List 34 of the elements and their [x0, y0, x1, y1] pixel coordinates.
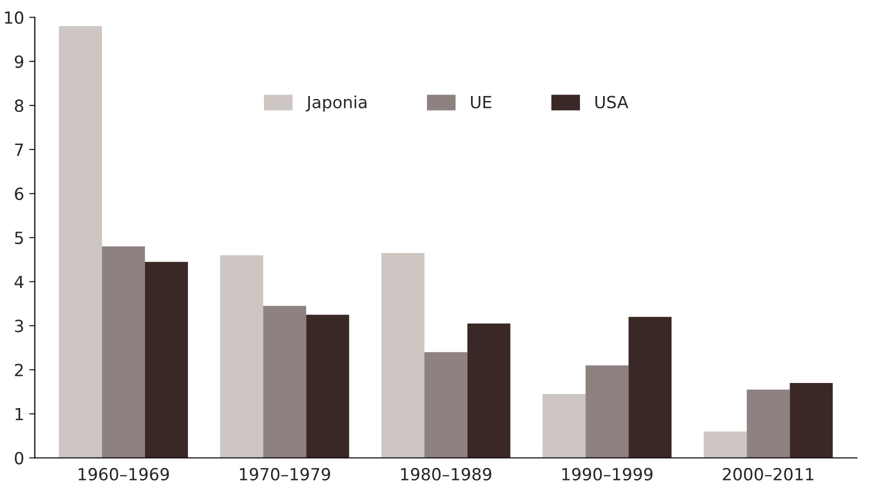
x-tick-label: 2000–2011: [722, 468, 814, 480]
bar: [424, 352, 468, 458]
y-tick-label: 5: [15, 232, 23, 244]
x-tick-label: 1970–1979: [240, 468, 330, 480]
bar: [467, 324, 510, 458]
bar: [704, 431, 747, 458]
y-tick-label: 4: [14, 276, 24, 288]
bar: [628, 316, 672, 458]
x-tick-label: 1980–1989: [401, 468, 492, 480]
x-tick-label: 1990–1999: [562, 468, 652, 480]
bar: [746, 390, 790, 458]
bar: [790, 382, 833, 458]
bar: [381, 253, 424, 458]
y-tick-label: 0: [14, 452, 24, 464]
bar: [306, 314, 350, 458]
bar: [542, 394, 586, 458]
y-tick-label: 8: [14, 99, 24, 112]
x-tick-label: 1960–1969: [78, 468, 169, 480]
bar: [220, 255, 264, 458]
bar: [144, 262, 188, 458]
y-tick-label: 2: [15, 364, 23, 376]
y-tick-label: 3: [15, 320, 24, 332]
y-tick-label: 9: [14, 55, 24, 68]
legend-label: UE: [471, 96, 492, 108]
legend-label: Japonia: [306, 96, 366, 112]
legend-label: USA: [595, 96, 628, 108]
y-tick-label: 6: [14, 188, 24, 200]
bar: [58, 26, 102, 458]
bar: [586, 365, 629, 458]
y-tick-label: 7: [15, 144, 23, 156]
y-tick-label: 1: [16, 408, 23, 420]
bar: [263, 306, 306, 458]
y-tick-label: 10: [5, 11, 24, 24]
bar: [102, 246, 145, 458]
